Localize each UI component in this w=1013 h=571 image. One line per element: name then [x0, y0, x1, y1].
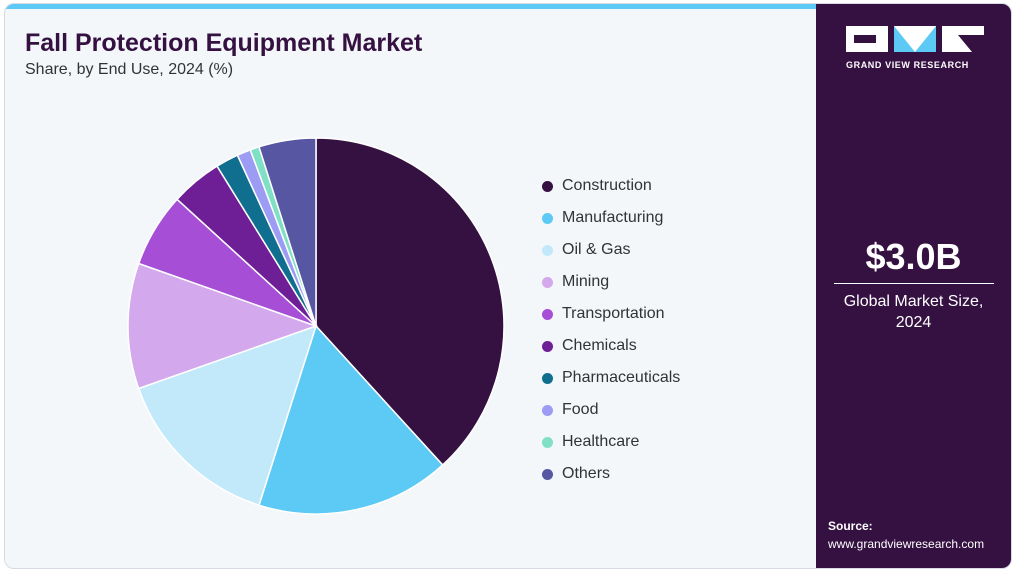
- legend-label: Construction: [562, 177, 652, 194]
- legend-item-chemicals: Chemicals: [542, 330, 680, 362]
- source-link[interactable]: www.grandviewresearch.com: [828, 537, 985, 551]
- pie-slice-oil-and-gas: [137, 324, 318, 507]
- kpi-divider: [834, 283, 994, 284]
- logo-mark-icon: [846, 26, 986, 52]
- pie-chart: [127, 137, 505, 515]
- legend-item-construction: Construction: [542, 170, 680, 202]
- legend-item-pharmaceuticals: Pharmaceuticals: [542, 362, 680, 394]
- legend-swatch: [542, 244, 553, 256]
- chart-card: Fall Protection Equipment Market Share, …: [4, 3, 1012, 569]
- pie-slice-mining: [127, 262, 319, 390]
- accent-bar: [5, 4, 816, 9]
- chart-title: Fall Protection Equipment Market: [25, 29, 423, 57]
- legend-label: Food: [562, 401, 599, 418]
- legend-label: Mining: [562, 273, 610, 290]
- market-size-label-line1: Global Market Size,: [843, 293, 984, 310]
- source-label: Source:: [828, 519, 873, 533]
- pie-slice-construction: [315, 137, 505, 466]
- legend-label: Chemicals: [562, 337, 637, 354]
- legend-label: Pharmaceuticals: [562, 369, 681, 386]
- market-size-label: Global Market Size, 2024: [816, 291, 1011, 333]
- chart-legend: Construction Manufacturing Oil & Gas Mining…: [542, 170, 680, 490]
- market-size-label-line2: 2024: [895, 314, 932, 331]
- legend-item-oil-and-gas: Oil & Gas: [542, 234, 680, 266]
- logo-g-icon: [846, 26, 888, 52]
- legend-item-transportation: Transportation: [542, 298, 680, 330]
- info-panel: GRAND VIEW RESEARCH $3.0B Global Market …: [816, 4, 1011, 568]
- legend-swatch: [542, 372, 553, 384]
- legend-swatch: [542, 404, 553, 416]
- legend-item-mining: Mining: [542, 266, 680, 298]
- legend-item-manufacturing: Manufacturing: [542, 202, 680, 234]
- pie-slice-manufacturing: [258, 324, 444, 515]
- legend-item-others: Others: [542, 458, 680, 490]
- legend-swatch: [542, 276, 553, 288]
- logo-v-icon: [894, 26, 936, 52]
- legend-swatch: [542, 468, 553, 480]
- legend-swatch: [542, 340, 553, 352]
- pie-slice-others: [258, 137, 317, 327]
- legend-item-food: Food: [542, 394, 680, 426]
- logo-r-icon: [942, 26, 984, 52]
- legend-label: Healthcare: [562, 433, 640, 450]
- legend-swatch: [542, 180, 553, 192]
- legend-label: Oil & Gas: [562, 241, 631, 258]
- legend-swatch: [542, 308, 553, 320]
- chart-subtitle: Share, by End Use, 2024 (%): [25, 61, 234, 78]
- market-size-value: $3.0B: [865, 236, 962, 277]
- legend-swatch: [542, 212, 553, 224]
- legend-label: Manufacturing: [562, 209, 664, 226]
- legend-item-healthcare: Healthcare: [542, 426, 680, 458]
- legend-swatch: [542, 436, 553, 448]
- brand-name: GRAND VIEW RESEARCH: [846, 60, 969, 70]
- legend-label: Others: [562, 465, 611, 482]
- legend-label: Transportation: [562, 305, 665, 322]
- brand-logo: GRAND VIEW RESEARCH: [846, 26, 986, 70]
